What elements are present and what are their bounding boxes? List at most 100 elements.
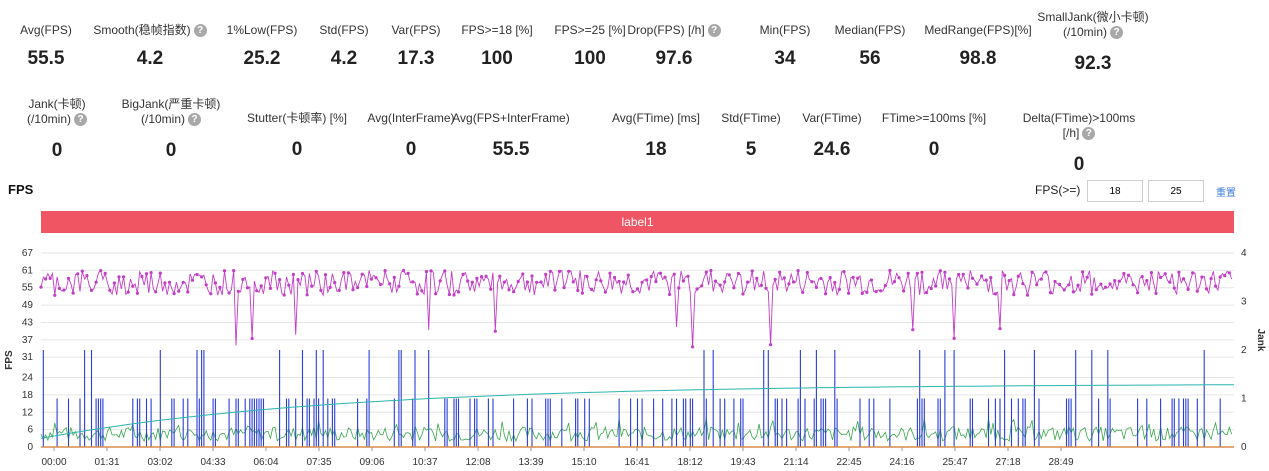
fps-point bbox=[53, 293, 57, 297]
x-tick-label: 25:47 bbox=[942, 457, 967, 468]
fps-point bbox=[869, 278, 874, 282]
help-icon[interactable]: ? bbox=[74, 113, 87, 127]
fps-point bbox=[883, 284, 887, 288]
fps-point bbox=[337, 288, 341, 292]
fps-point bbox=[590, 287, 594, 291]
help-icon[interactable]: ? bbox=[188, 113, 201, 127]
y-right-tick: 4 bbox=[1241, 248, 1247, 259]
fps-point bbox=[1154, 291, 1158, 295]
fps-point bbox=[778, 270, 782, 274]
fps-point bbox=[828, 276, 832, 280]
fps-point bbox=[154, 290, 158, 294]
fps-point bbox=[1200, 275, 1204, 279]
fps-point bbox=[245, 286, 250, 290]
fps-point bbox=[691, 345, 695, 349]
reset-button[interactable]: 重置 bbox=[1216, 188, 1236, 199]
help-icon[interactable]: ? bbox=[1110, 26, 1123, 40]
fps-point bbox=[732, 286, 736, 290]
help-icon[interactable]: ? bbox=[193, 24, 207, 38]
fps-point bbox=[1204, 287, 1209, 291]
x-tick-label: 18:12 bbox=[677, 457, 702, 468]
fps-point bbox=[626, 273, 630, 277]
fps-point bbox=[668, 292, 672, 297]
fps-point bbox=[530, 274, 534, 278]
fps-point bbox=[980, 274, 984, 278]
fps-point bbox=[108, 288, 112, 292]
fps-point bbox=[1081, 270, 1085, 274]
fps-threshold-high-input[interactable] bbox=[1148, 180, 1204, 202]
stat-label: SmallJank(微小卡顿) bbox=[1037, 10, 1149, 24]
stat-label: Avg(InterFrame) bbox=[367, 111, 455, 125]
fps-point bbox=[314, 269, 318, 273]
fps-point bbox=[631, 290, 635, 294]
stat-label-unit: (/10min) bbox=[26, 112, 71, 126]
fps-point bbox=[443, 269, 447, 273]
fps-point bbox=[1030, 270, 1034, 274]
x-tick-label: 13:39 bbox=[518, 457, 543, 468]
fps-point bbox=[672, 272, 676, 276]
stat-1: Avg(FPS) 55.5 bbox=[0, 23, 106, 70]
stat-label: Std(FPS) bbox=[319, 23, 369, 37]
stat-value: 0 bbox=[165, 140, 177, 161]
fps-point bbox=[498, 274, 502, 278]
fps-point bbox=[76, 272, 80, 276]
fps-point bbox=[227, 291, 231, 295]
fps-point bbox=[365, 284, 369, 289]
y-left-tick: 37 bbox=[22, 335, 34, 346]
fps-point bbox=[39, 285, 43, 289]
stat-6: FPS>=18 [%] 100 bbox=[437, 23, 557, 70]
stat-4: Std(FPS) 4.2 bbox=[284, 23, 404, 70]
stat-10: Delta(FTime)>100ms [/h]? 0 bbox=[1019, 111, 1139, 176]
fps-point bbox=[713, 279, 718, 283]
fps-point bbox=[287, 283, 291, 287]
fps-point bbox=[613, 275, 617, 280]
label-bar[interactable]: label1 bbox=[41, 211, 1234, 233]
fps-point bbox=[654, 280, 658, 284]
x-tick-label: 28:49 bbox=[1048, 457, 1073, 468]
fps-point bbox=[420, 289, 424, 293]
fps-point bbox=[1071, 290, 1075, 294]
fps-point bbox=[158, 271, 162, 275]
fps-point bbox=[1117, 279, 1121, 283]
fps-point bbox=[622, 280, 626, 284]
fps-point bbox=[709, 268, 713, 273]
fps-point bbox=[1163, 272, 1167, 276]
y-left-tick: 24 bbox=[22, 373, 34, 384]
stat-label-unit: (/10min) bbox=[1062, 25, 1107, 39]
fps-point bbox=[291, 272, 295, 277]
fps-point bbox=[167, 280, 172, 284]
stat-3: 1%Low(FPS) 25.2 bbox=[202, 23, 322, 70]
x-tick-label: 24:16 bbox=[889, 457, 914, 468]
fps-point bbox=[181, 280, 185, 284]
fps-point bbox=[140, 274, 144, 279]
fps-point bbox=[782, 276, 786, 280]
fps-point bbox=[1181, 277, 1186, 281]
fps-point bbox=[1003, 273, 1007, 277]
fps-point bbox=[750, 269, 754, 273]
fps-point bbox=[1140, 275, 1144, 279]
stat-label: Var(FPS) bbox=[391, 23, 441, 37]
fps-point bbox=[557, 269, 562, 273]
fps-point bbox=[966, 286, 970, 290]
fps-point bbox=[122, 275, 126, 279]
fps-point bbox=[1131, 283, 1135, 287]
fps-point bbox=[411, 280, 415, 284]
fps-point bbox=[135, 291, 139, 295]
fps-threshold-low-input[interactable] bbox=[1087, 180, 1143, 202]
fps-point bbox=[397, 284, 401, 288]
fps-point bbox=[255, 289, 259, 293]
stat-label: Drop(FPS) [/h] bbox=[627, 23, 705, 37]
stat-value: 0 bbox=[405, 139, 417, 160]
fps-point bbox=[874, 290, 878, 294]
fps-point bbox=[89, 288, 94, 292]
fps-point bbox=[723, 280, 727, 284]
help-icon[interactable]: ? bbox=[707, 24, 721, 38]
help-icon[interactable]: ? bbox=[1082, 127, 1096, 141]
fps-point bbox=[860, 291, 864, 295]
fps-point bbox=[466, 279, 470, 283]
x-tick-label: 09:06 bbox=[359, 457, 384, 468]
fps-point bbox=[57, 286, 62, 290]
fps-point bbox=[507, 288, 511, 292]
fps-point bbox=[952, 336, 956, 340]
fps-point bbox=[259, 284, 263, 288]
